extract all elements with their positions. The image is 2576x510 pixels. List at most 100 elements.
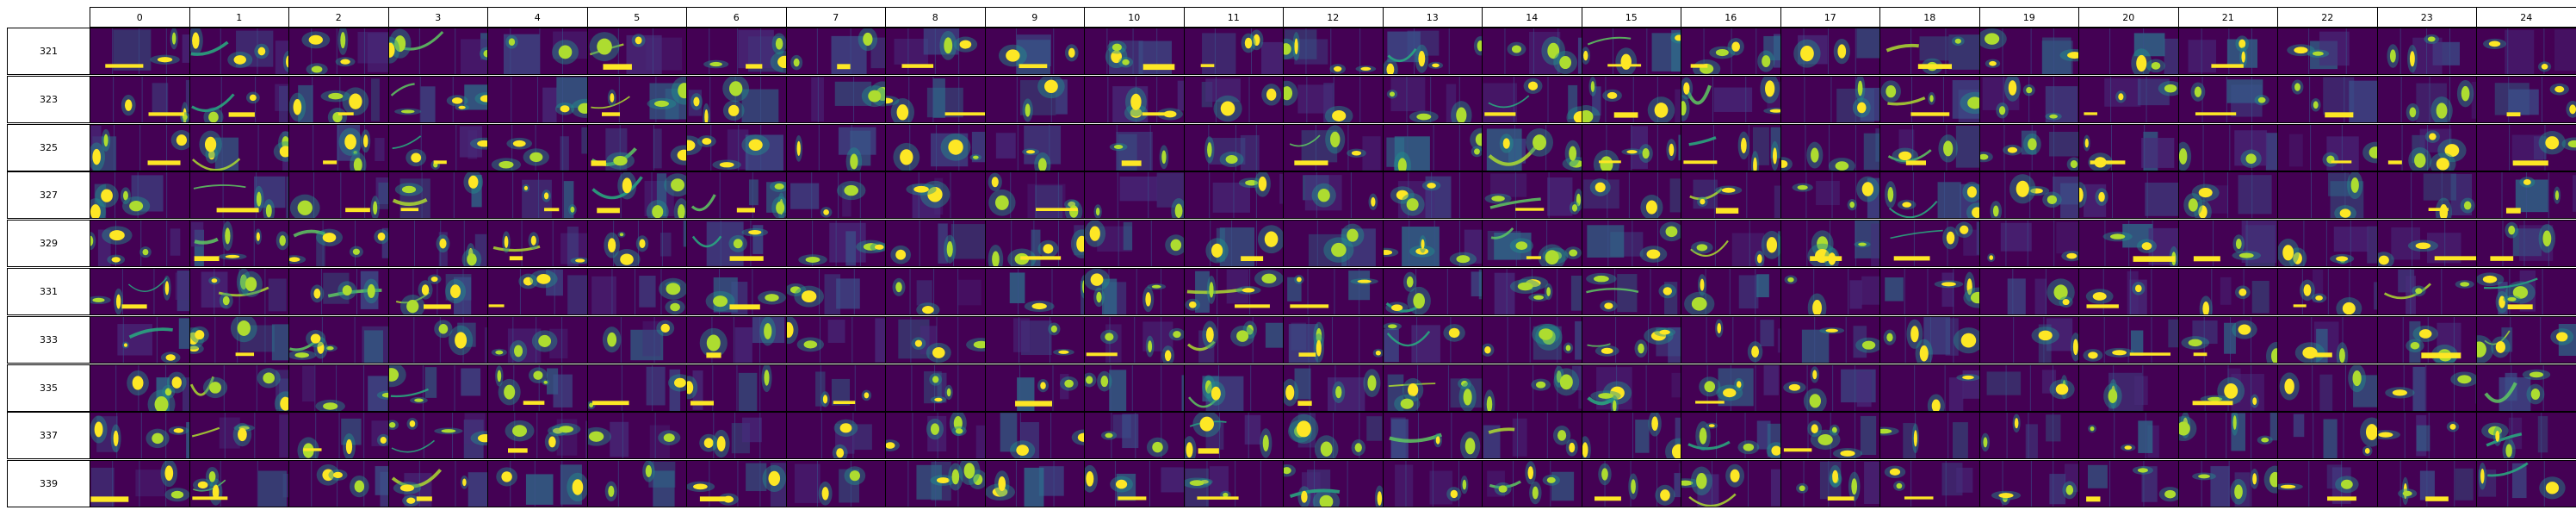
row-header: 321 <box>7 28 90 75</box>
thumbnail-image <box>90 268 190 315</box>
thumbnail-image <box>387 268 488 315</box>
thumbnail-image <box>1283 28 1384 75</box>
thumbnail-image <box>1879 28 1980 75</box>
thumbnail-image <box>1581 28 1681 75</box>
thumbnail-image <box>1879 460 1980 508</box>
thumbnail-image <box>1183 75 1284 123</box>
row-header: 331 <box>7 268 90 315</box>
thumbnail-image <box>2376 412 2477 460</box>
thumbnail-image <box>2476 220 2576 268</box>
thumbnail-image <box>189 315 289 364</box>
column-header: 19 <box>1978 7 2079 28</box>
thumbnail-image <box>785 28 886 75</box>
thumbnail-image <box>2376 123 2477 171</box>
thumbnail-image <box>1581 315 1681 364</box>
thumbnail-image <box>984 268 1085 315</box>
thumbnail-image <box>1581 412 1681 460</box>
thumbnail-image <box>1978 412 2079 460</box>
thumbnail-image <box>785 460 886 508</box>
thumbnail-image <box>1978 220 2079 268</box>
thumbnail-image <box>2078 28 2179 75</box>
thumbnail-image <box>1283 315 1384 364</box>
thumbnail-image <box>1382 460 1483 508</box>
thumbnail-image <box>984 171 1085 220</box>
thumbnail-image <box>1780 220 1880 268</box>
thumbnail-image <box>1681 171 1781 220</box>
thumbnail-image <box>1482 412 1582 460</box>
thumbnail-image <box>1382 412 1483 460</box>
thumbnail-image <box>1681 220 1781 268</box>
thumbnail-image <box>1084 268 1185 315</box>
thumbnail-image <box>387 364 488 412</box>
thumbnail-image <box>1283 412 1384 460</box>
column-header: 22 <box>2277 7 2378 28</box>
thumbnail-image <box>984 460 1085 508</box>
row-header: 325 <box>7 123 90 171</box>
thumbnail-image <box>2476 315 2576 364</box>
thumbnail-image <box>2376 460 2477 508</box>
thumbnail-image <box>387 315 488 364</box>
column-header: 11 <box>1183 7 1284 28</box>
row-header: 329 <box>7 220 90 268</box>
thumbnail-image <box>387 412 488 460</box>
thumbnail-image <box>1780 123 1880 171</box>
thumbnail-image <box>885 28 986 75</box>
thumbnail-image <box>885 412 986 460</box>
thumbnail-image <box>487 412 588 460</box>
thumbnail-image <box>1382 220 1483 268</box>
row-header: 327 <box>7 171 90 220</box>
thumbnail-image <box>686 268 787 315</box>
thumbnail-image <box>984 75 1085 123</box>
thumbnail-image <box>1879 412 1980 460</box>
thumbnail-image <box>1482 460 1582 508</box>
row-header: 335 <box>7 364 90 412</box>
column-header: 20 <box>2078 7 2179 28</box>
thumbnail-image <box>686 171 787 220</box>
thumbnail-image <box>2078 220 2179 268</box>
thumbnail-image <box>90 171 190 220</box>
thumbnail-image <box>1681 28 1781 75</box>
thumbnail-image <box>90 123 190 171</box>
thumbnail-image <box>1978 171 2079 220</box>
thumbnail-image <box>1681 460 1781 508</box>
thumbnail-image <box>1382 28 1483 75</box>
thumbnail-image <box>2277 364 2378 412</box>
row-header: 339 <box>7 460 90 508</box>
thumbnail-image <box>2476 171 2576 220</box>
thumbnail-image <box>2078 460 2179 508</box>
thumbnail-image <box>2376 315 2477 364</box>
thumbnail-image <box>1879 315 1980 364</box>
thumbnail-image <box>586 364 687 412</box>
thumbnail-image <box>1978 315 2079 364</box>
thumbnail-image <box>1084 220 1185 268</box>
thumbnail-image <box>586 220 687 268</box>
thumbnail-image <box>984 412 1085 460</box>
thumbnail-image <box>189 268 289 315</box>
thumbnail-image <box>984 28 1085 75</box>
thumbnail-image <box>2078 171 2179 220</box>
column-header: 21 <box>2177 7 2278 28</box>
thumbnail-image <box>189 364 289 412</box>
thumbnail-image <box>785 220 886 268</box>
thumbnail-image <box>288 268 389 315</box>
thumbnail-image <box>387 75 488 123</box>
thumbnail-image <box>1581 220 1681 268</box>
thumbnail-image <box>1382 75 1483 123</box>
thumbnail-image <box>189 123 289 171</box>
thumbnail-image <box>1681 364 1781 412</box>
column-header: 6 <box>686 7 787 28</box>
column-header: 14 <box>1482 7 1582 28</box>
thumbnail-image <box>1681 412 1781 460</box>
thumbnail-image <box>1084 123 1185 171</box>
thumbnail-image <box>686 460 787 508</box>
thumbnail-image <box>288 171 389 220</box>
thumbnail-image <box>1879 123 1980 171</box>
thumbnail-image <box>785 171 886 220</box>
thumbnail-image <box>1581 171 1681 220</box>
thumbnail-image <box>2376 75 2477 123</box>
thumbnail-image <box>785 75 886 123</box>
thumbnail-image <box>2476 460 2576 508</box>
thumbnail-image <box>2277 28 2378 75</box>
column-header: 0 <box>90 7 190 28</box>
thumbnail-image <box>2277 220 2378 268</box>
